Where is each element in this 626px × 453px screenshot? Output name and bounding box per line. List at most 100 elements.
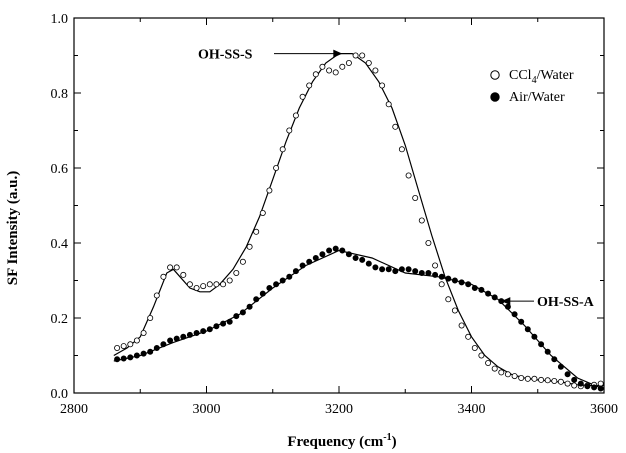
x-tick-label: 2800 [60,402,88,417]
air-water-point [319,251,326,258]
ccl4-water-point [120,343,127,350]
ccl4-water-point [233,269,240,276]
y-tick-label: 0.4 [51,237,69,252]
air-water-point [524,326,531,333]
air-water-point [445,275,452,282]
air-water-point [120,355,127,362]
air-water-point [279,277,286,284]
air-water-point [292,268,299,275]
x-tick-label: 3200 [325,402,353,417]
air-water-point [577,380,584,387]
x-axis-title: Frequency (cm-1) [287,432,396,450]
ccl4-water-point [279,146,286,153]
legend-label: CCl4/Water [509,68,574,86]
ccl4-water-point [511,373,518,380]
ccl4-water-point [445,296,452,303]
ccl4-water-point [392,123,399,130]
x-tick-label: 3600 [590,402,618,417]
ccl4-water-point [405,172,412,179]
air-water-point [253,296,260,303]
ccl4-water-point [544,377,551,384]
ccl4-water-point [352,52,359,59]
air-water-point [114,356,121,363]
ccl4-water-point [597,380,604,387]
air-water-point [133,352,140,359]
ccl4-water-point [326,67,333,74]
ccl4-water-point [273,164,280,171]
ccl4-water-point [193,284,200,291]
air-water-point [531,333,538,340]
air-water-point [273,281,280,288]
ccl4-water-point [292,112,299,119]
y-tick-label: 1.0 [51,12,69,27]
air-water-point [213,323,220,330]
ccl4-water-point [465,333,472,340]
air-water-point [551,356,558,363]
air-water-point [458,279,465,286]
ccl4-water-point [538,376,545,383]
air-water-point [398,266,405,273]
air-water-point [259,290,266,297]
air-water-point [425,269,432,276]
ccl4-water-point [438,281,445,288]
air-water-point [352,254,359,261]
x-axis-title-sup: -1 [383,432,391,443]
ccl4-water-point [153,292,160,299]
x-tick-label: 3400 [458,402,486,417]
air-water-point [345,251,352,258]
axes: 2800 3000 3200 3400 3600 0.0 0.2 0.4 0.6 0.8 1.0 [51,12,619,417]
ccl4-water-point [451,307,458,314]
air-water-point [379,266,386,273]
air-water-fit-line [113,249,605,390]
ccl4-water-point [186,281,193,288]
air-water-point [372,264,379,271]
y-tick-label: 0.6 [51,162,69,177]
ccl4-water-point [206,281,213,288]
ccl4-water-point [239,258,246,265]
air-water-point [200,328,207,335]
ccl4-water-point [345,60,352,67]
ccl4-water-point [359,52,366,59]
air-water-point [478,286,485,293]
ccl4-water-point [114,344,121,351]
ccl4-water-point [498,369,505,376]
air-water-point [167,337,174,344]
ccl4-water-point [173,264,180,271]
ccl4-water-point [226,277,233,284]
air-water-point [339,247,346,254]
ccl4-water-point [332,69,339,76]
ccl4-water-point [551,377,558,384]
ccl4-water-point [160,273,167,280]
legend-marker [490,70,500,80]
ccl4-water-point [571,382,578,389]
air-water-point [405,266,412,273]
air-water-point [597,385,604,392]
air-water-point [491,294,498,301]
air-water-point [451,277,458,284]
ccl4-water-point [266,187,273,194]
air-water-point [432,271,439,278]
annotation-label: OH-SS-S [198,48,253,63]
ccl4-water-point [524,375,531,382]
air-water-point [385,266,392,273]
air-water-point [180,333,187,340]
ccl4-water-point [306,82,313,89]
air-water-point [544,348,551,355]
ccl4-water-point [557,378,564,385]
air-water-point [233,313,240,320]
air-water-point [173,335,180,342]
air-water-point [392,268,399,275]
y-tick-label: 0.2 [51,312,69,327]
air-water-point [471,284,478,291]
air-water-point [584,383,591,390]
annotation-arrowhead [501,297,511,306]
ccl4-water-point [531,375,538,382]
ccl4-water-point [564,380,571,387]
ccl4-water-point [485,359,492,366]
ccl4-water-point [253,228,260,235]
ccl4-water-point [167,264,174,271]
ccl4-water-point [140,329,147,336]
air-water-point [557,363,564,370]
air-water-point [465,281,472,288]
